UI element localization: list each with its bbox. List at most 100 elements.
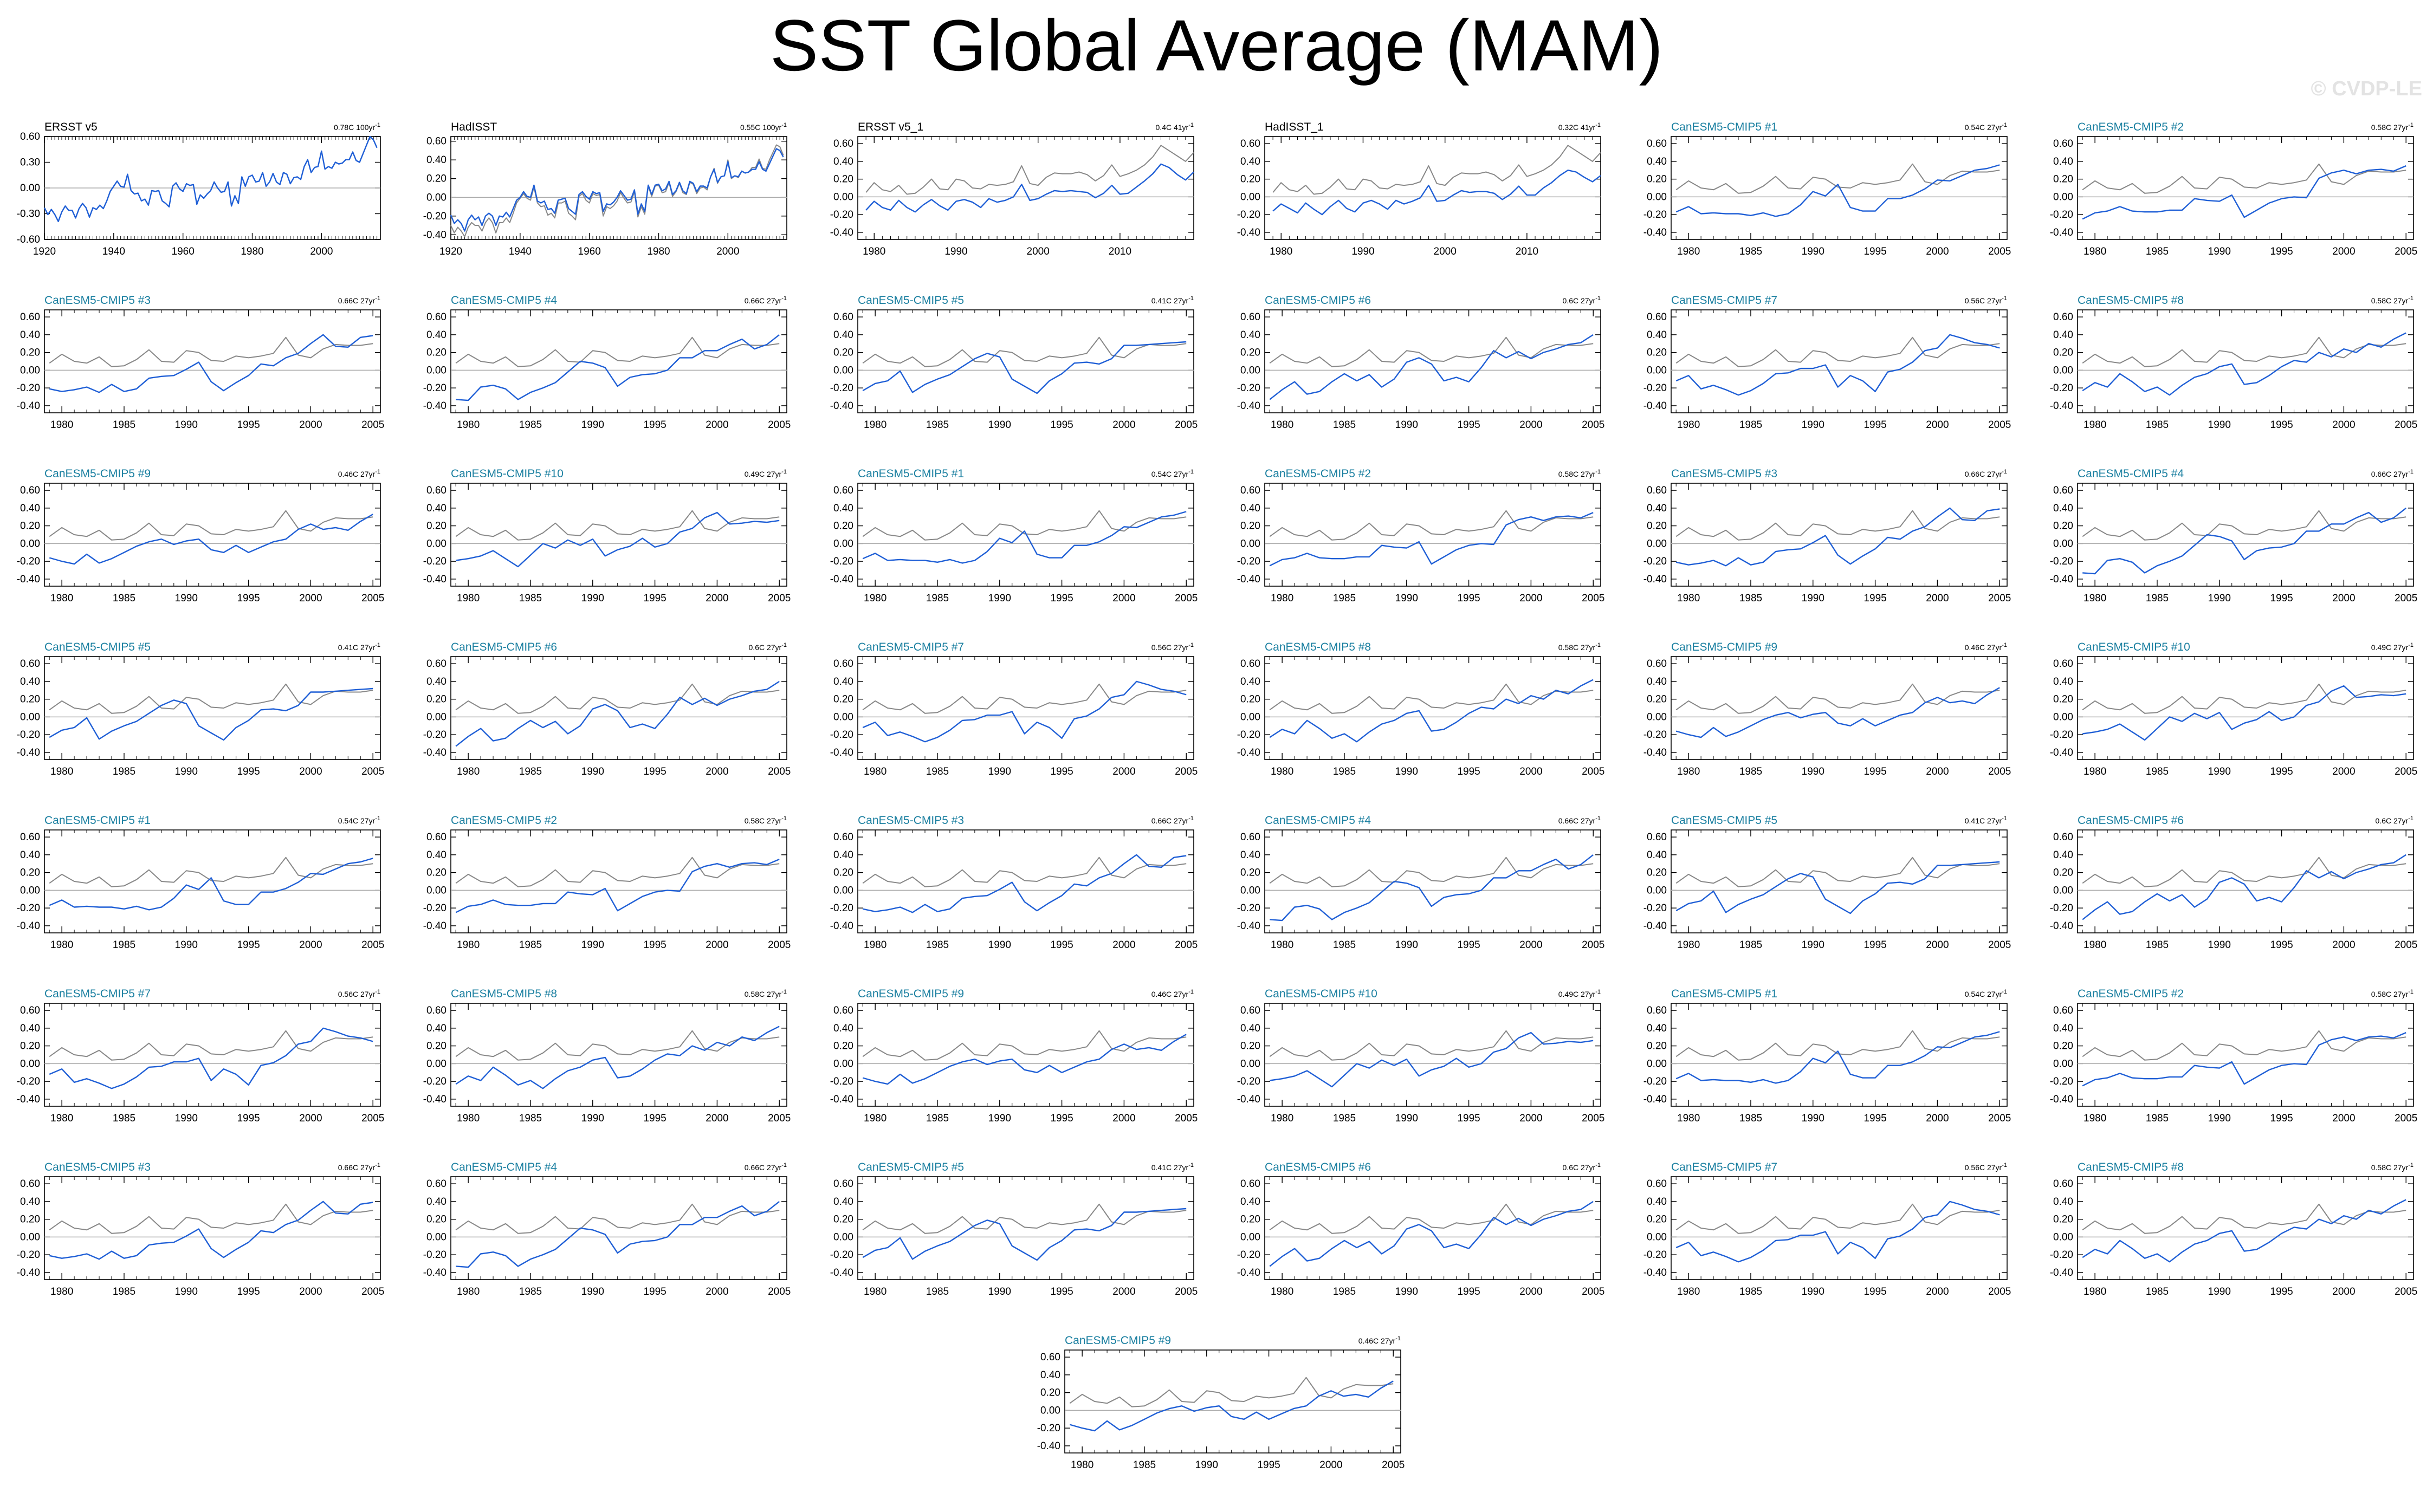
panel-frame [857, 829, 1194, 933]
panel-ersst-v5-1: ERSST v5_1 0.4C 41yr-1 0.60 0.40 0.20 0.00 -0.… [830, 121, 1194, 257]
x-tick-label: 2005 [768, 1286, 791, 1297]
x-tick-label: 2005 [1988, 593, 2011, 604]
x-tick-label: 1995 [237, 593, 260, 604]
x-tick-label: 1985 [1333, 1113, 1356, 1124]
panel-title: HadISST [451, 121, 497, 133]
x-tick-label: 1960 [578, 246, 601, 257]
obs-series-line [1269, 1030, 1594, 1061]
x-tick-label: 1995 [1457, 419, 1480, 431]
panel-frame [44, 483, 381, 587]
x-tick-label: 1980 [864, 1286, 887, 1297]
x-tick-label: 2000 [1519, 939, 1542, 951]
x-tick-label: 1990 [944, 246, 967, 257]
x-tick-label: 1985 [2146, 766, 2169, 777]
x-tick-label: 2005 [361, 593, 384, 604]
x-tick-label: 1985 [1739, 1113, 1762, 1124]
y-tick-label: -0.40 [2050, 920, 2073, 932]
panel-trend: 0.55C 100yr-1 [740, 122, 787, 132]
y-tick-label: -0.40 [1237, 227, 1260, 238]
x-tick-label: 2000 [299, 593, 322, 604]
panel-model-30: CanESM5-CMIP5 #1 0.54C 27yr-1 0.60 0.40 0.20… [1643, 988, 2011, 1124]
obs-series-line [1269, 510, 1594, 541]
x-tick-label: 1995 [237, 1286, 260, 1297]
model-series-line [456, 1200, 780, 1268]
panel-frame [857, 656, 1194, 760]
panel-trend: 0.41C 27yr-1 [1151, 1162, 1194, 1172]
panel-frame [44, 309, 381, 413]
obs-series-line [862, 856, 1187, 887]
y-tick-label: 0.60 [426, 1005, 447, 1016]
panel-frame [1264, 1176, 1601, 1280]
panel-frame [2077, 1003, 2414, 1107]
y-tick-label: -0.40 [1643, 574, 1667, 585]
panel-trend: 0.46C 27yr-1 [1151, 989, 1194, 998]
y-tick-label: 0.20 [1647, 694, 1667, 705]
x-tick-label: 1985 [113, 1113, 135, 1124]
x-tick-label: 2005 [361, 766, 384, 777]
x-tick-label: 1990 [1395, 1113, 1418, 1124]
y-tick-label: -0.20 [830, 209, 853, 220]
x-tick-label: 2000 [706, 419, 728, 431]
y-tick-label: 0.60 [1240, 485, 1260, 496]
panel-title: CanESM5-CMIP5 #7 [1671, 1161, 1777, 1173]
y-tick-label: 0.00 [1240, 538, 1260, 549]
x-tick-label: 1985 [1333, 1286, 1356, 1297]
x-tick-label: 1990 [1802, 766, 1824, 777]
y-tick-label: -0.40 [2050, 400, 2073, 412]
model-series-line [49, 1200, 373, 1260]
model-series-line [2082, 854, 2406, 920]
y-tick-label: 0.20 [2053, 867, 2073, 879]
y-tick-label: 0.20 [426, 173, 447, 185]
x-tick-label: 1940 [509, 246, 532, 257]
x-tick-label: 1995 [2270, 1286, 2293, 1297]
y-tick-label: -0.20 [830, 382, 853, 394]
x-tick-label: 1990 [581, 593, 604, 604]
panel-title: CanESM5-CMIP5 #1 [44, 814, 151, 827]
y-tick-label: 0.40 [1647, 676, 1667, 687]
panel-title: HadISST_1 [1265, 121, 1324, 133]
y-tick-label: -0.20 [830, 1076, 853, 1087]
panel-trend: 0.6C 27yr-1 [749, 642, 787, 652]
x-tick-label: 1995 [1050, 419, 1073, 431]
panel-model-38: CanESM5-CMIP5 #9 0.46C 27yr-1 0.60 0.40 0.20… [1037, 1334, 1405, 1471]
x-tick-label: 1990 [1351, 246, 1374, 257]
obs-series-line [49, 1030, 373, 1061]
x-tick-label: 1990 [1802, 246, 1824, 257]
x-tick-label: 1995 [2270, 246, 2293, 257]
panel-title: CanESM5-CMIP5 #1 [1671, 988, 1777, 1000]
panel-trend: 0.58C 27yr-1 [2371, 295, 2413, 305]
obs-series-line [455, 510, 780, 541]
y-tick-label: -0.40 [1237, 747, 1260, 758]
x-tick-label: 1990 [988, 766, 1011, 777]
x-tick-label: 2000 [2332, 593, 2355, 604]
y-tick-label: 0.40 [2053, 1196, 2073, 1208]
panel-trend: 0.56C 27yr-1 [1965, 1162, 2007, 1172]
x-tick-label: 2000 [1519, 593, 1542, 604]
x-tick-label: 1980 [1677, 939, 1700, 951]
y-tick-label: -0.20 [1237, 1076, 1260, 1087]
x-tick-label: 1990 [1802, 419, 1824, 431]
x-tick-label: 2005 [1175, 593, 1198, 604]
panel-model-22: CanESM5-CMIP5 #3 0.66C 27yr-1 0.60 0.40 0.20… [830, 814, 1198, 951]
x-tick-label: 1995 [1457, 593, 1480, 604]
panel-trend: 0.54C 27yr-1 [338, 815, 380, 825]
y-tick-label: 0.60 [426, 832, 447, 843]
obs-series-line [49, 683, 373, 714]
y-tick-label: -0.20 [830, 556, 853, 567]
y-tick-label: 0.00 [20, 1231, 40, 1243]
y-tick-label: 0.40 [1240, 676, 1260, 687]
y-tick-label: -0.20 [830, 729, 853, 741]
y-tick-label: 0.20 [1040, 1387, 1060, 1399]
y-tick-label: 0.40 [426, 329, 447, 341]
y-tick-label: -0.40 [1643, 227, 1667, 238]
y-tick-label: 0.60 [833, 1005, 853, 1016]
x-tick-label: 2005 [361, 1113, 384, 1124]
y-tick-label: -0.40 [423, 1267, 447, 1279]
x-tick-label: 1985 [1739, 593, 1762, 604]
panel-model-31: CanESM5-CMIP5 #2 0.58C 27yr-1 0.60 0.40 0.20… [2050, 988, 2418, 1124]
x-tick-label: 2005 [1582, 1286, 1604, 1297]
x-tick-label: 1990 [1195, 1459, 1218, 1471]
x-tick-label: 1990 [1802, 593, 1824, 604]
obs-series-line [862, 510, 1187, 541]
x-tick-label: 1990 [2208, 593, 2231, 604]
